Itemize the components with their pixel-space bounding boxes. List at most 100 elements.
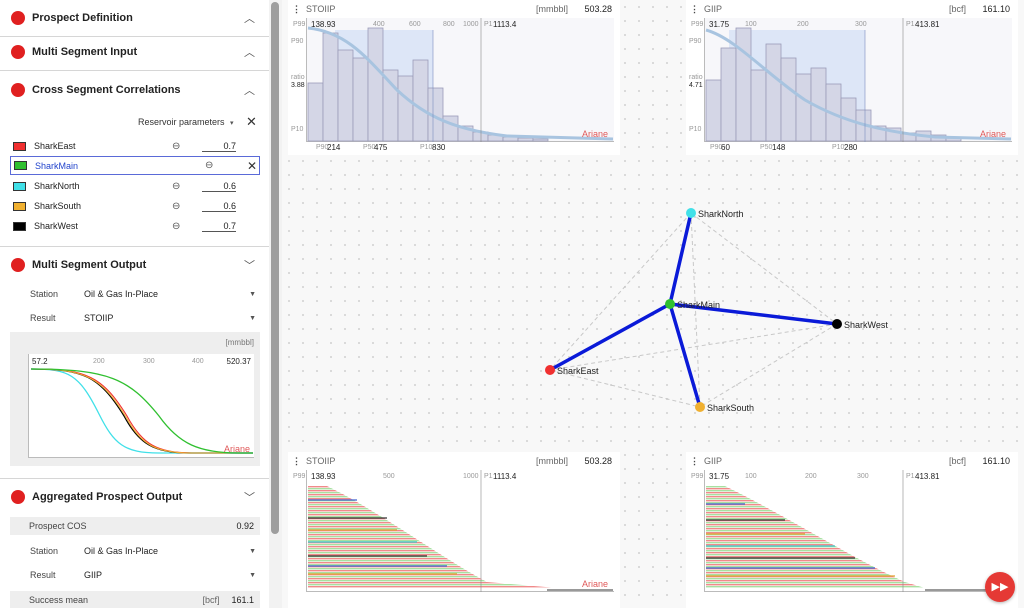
link-icon[interactable]: ⊖ bbox=[172, 220, 181, 232]
tick-label: 200 bbox=[805, 473, 817, 480]
tick-label: 300 bbox=[857, 473, 869, 480]
panel-value: 161.10 bbox=[982, 4, 1010, 14]
node-label: SharkMain bbox=[677, 300, 721, 310]
result-dropdown[interactable]: Result GIIP ▼ bbox=[30, 566, 256, 584]
left-panel: Prospect Definition ︿ Multi Segment Inpu… bbox=[0, 0, 269, 608]
p1-label: P1 bbox=[906, 21, 915, 28]
correlation-row: SharkNorth ⊖ 0.6 bbox=[10, 177, 260, 195]
more-vert-icon[interactable]: ⋮ bbox=[690, 4, 699, 14]
correlation-row: SharkSouth ⊖ 0.6 bbox=[10, 197, 260, 215]
p90-label: P90 bbox=[316, 144, 329, 151]
p10-value: 280 bbox=[844, 143, 858, 152]
p50-value: 148 bbox=[772, 143, 786, 152]
more-vert-icon[interactable]: ⋮ bbox=[292, 456, 301, 466]
more-vert-icon[interactable]: ⋮ bbox=[690, 456, 699, 466]
watermark: Ariane bbox=[223, 444, 250, 454]
chevron-down-icon[interactable]: ﹀ bbox=[244, 260, 255, 272]
station-dropdown[interactable]: Station Oil & Gas In-Place ▼ bbox=[30, 285, 256, 303]
giip-realizations-panel: ⋮ GIIP [bcf] 161.10 bbox=[686, 452, 1018, 608]
p10-label: P10 bbox=[420, 144, 433, 151]
panel-header: ⋮ STOIIP [mmbbl] 503.28 bbox=[288, 0, 620, 18]
node-label: SharkWest bbox=[844, 320, 888, 330]
tick-label: 800 bbox=[443, 21, 455, 28]
chevron-up-icon[interactable]: ︿ bbox=[244, 13, 255, 25]
close-icon[interactable]: ✕ bbox=[246, 158, 257, 173]
panel-unit: [mmbbl] bbox=[535, 456, 568, 466]
exceedance-plot: 57.2 200 300 400 520.37 Ariane bbox=[28, 354, 254, 458]
p10-value: 830 bbox=[432, 143, 446, 152]
segment-name: SharkWest bbox=[34, 221, 78, 231]
close-icon[interactable]: ✕ bbox=[246, 114, 257, 129]
link-icon[interactable]: ⊖ bbox=[172, 200, 181, 212]
more-vert-icon[interactable]: ⋮ bbox=[292, 4, 301, 14]
realizations-plot: P99 31.75 100 200 300 P1 413.81 bbox=[691, 470, 1012, 592]
min-value: 57.2 bbox=[32, 357, 48, 366]
result-value: STOIIP bbox=[84, 313, 114, 323]
p99-label: P99 bbox=[293, 473, 306, 480]
tick-label: 400 bbox=[373, 21, 385, 28]
station-label: Station bbox=[30, 546, 59, 556]
section-cross-segment-correlations[interactable]: Cross Segment Correlations ︿ bbox=[0, 71, 269, 108]
mean-value: 161.1 bbox=[231, 594, 254, 605]
correlation-input[interactable]: 0.6 bbox=[202, 181, 236, 192]
p99-label: P99 bbox=[293, 21, 306, 28]
scrollbar[interactable] bbox=[269, 0, 282, 608]
scrollbar-thumb[interactable] bbox=[271, 2, 279, 534]
p99-value: 31.75 bbox=[709, 472, 730, 481]
status-dot bbox=[11, 258, 25, 272]
max-value: 520.37 bbox=[226, 357, 251, 366]
panel-title: STOIIP bbox=[306, 4, 336, 14]
segment-name: SharkEast bbox=[34, 141, 76, 151]
section-prospect-definition[interactable]: Prospect Definition ︿ bbox=[0, 0, 269, 37]
node-shark-west[interactable] bbox=[832, 319, 842, 329]
section-title: Multi Segment Output bbox=[32, 259, 147, 271]
result-value: GIIP bbox=[84, 570, 103, 580]
panel-value: 503.28 bbox=[584, 4, 612, 14]
tick-label: 500 bbox=[383, 473, 395, 480]
watermark: Ariane bbox=[581, 129, 608, 139]
p50-label: P50 bbox=[760, 144, 773, 151]
node-shark-main[interactable] bbox=[665, 299, 675, 309]
main-canvas: ⋮ STOIIP [mmbbl] 503.28 bbox=[282, 0, 1024, 608]
histogram-plot: P99 31.75 100 200 300 P1 413.81 P90 rati… bbox=[689, 18, 1012, 142]
correlation-input[interactable]: 0.6 bbox=[202, 201, 236, 212]
node-shark-east[interactable] bbox=[545, 365, 555, 375]
status-dot bbox=[11, 490, 25, 504]
success-mean-row: Success mean [bcf] 161.1 bbox=[10, 591, 260, 608]
correlation-input[interactable]: 0.7 bbox=[202, 221, 236, 232]
histogram-bars bbox=[307, 18, 614, 142]
section-multi-segment-input[interactable]: Multi Segment Input ︿ bbox=[0, 34, 269, 71]
result-dropdown[interactable]: Result STOIIP ▼ bbox=[30, 309, 256, 327]
ratio-value: 3.88 bbox=[291, 82, 305, 89]
reservoir-parameters-dropdown[interactable]: Reservoir parameters ▾ bbox=[138, 117, 234, 127]
section-title: Multi Segment Input bbox=[32, 46, 138, 58]
node-shark-north[interactable] bbox=[686, 208, 696, 218]
section-title: Cross Segment Correlations bbox=[32, 83, 181, 96]
chevron-up-icon[interactable]: ︿ bbox=[244, 84, 255, 97]
section-aggregated-prospect-output[interactable]: Aggregated Prospect Output ﹀ bbox=[0, 478, 269, 515]
link-icon[interactable]: ⊖ bbox=[172, 140, 181, 152]
segment-name: SharkMain bbox=[35, 160, 79, 171]
caret-down-icon: ▼ bbox=[249, 571, 256, 579]
correlation-row: SharkEast ⊖ 0.7 bbox=[10, 137, 260, 155]
link-icon[interactable]: ⊖ bbox=[172, 180, 181, 192]
color-swatch bbox=[13, 141, 26, 151]
chevron-up-icon[interactable]: ︿ bbox=[244, 47, 255, 59]
chevron-down-icon[interactable]: ﹀ bbox=[244, 492, 255, 504]
caret-down-icon: ▼ bbox=[249, 290, 256, 298]
panel-header: ⋮ GIIP [bcf] 161.10 bbox=[686, 452, 1018, 470]
result-label: Result bbox=[30, 313, 56, 323]
section-multi-segment-output[interactable]: Multi Segment Output ﹀ bbox=[0, 246, 269, 283]
p99-value: 138.93 bbox=[311, 472, 336, 481]
link-icon[interactable]: ⊖ bbox=[204, 160, 214, 171]
p1-label: P1 bbox=[484, 21, 493, 28]
node-label: SharkNorth bbox=[698, 209, 744, 219]
station-dropdown[interactable]: Station Oil & Gas In-Place ▼ bbox=[30, 542, 256, 560]
correlation-input[interactable]: 0.7 bbox=[202, 141, 236, 152]
panel-unit: [bcf] bbox=[948, 456, 966, 466]
node-shark-south[interactable] bbox=[695, 402, 705, 412]
chart-unit: [mmbbl] bbox=[225, 338, 254, 347]
fast-forward-button[interactable]: ▶▶ bbox=[985, 572, 1015, 602]
panel-value: 161.10 bbox=[982, 456, 1010, 466]
correlation-row-selected[interactable]: SharkMain ⊖ ✕ bbox=[10, 156, 260, 175]
